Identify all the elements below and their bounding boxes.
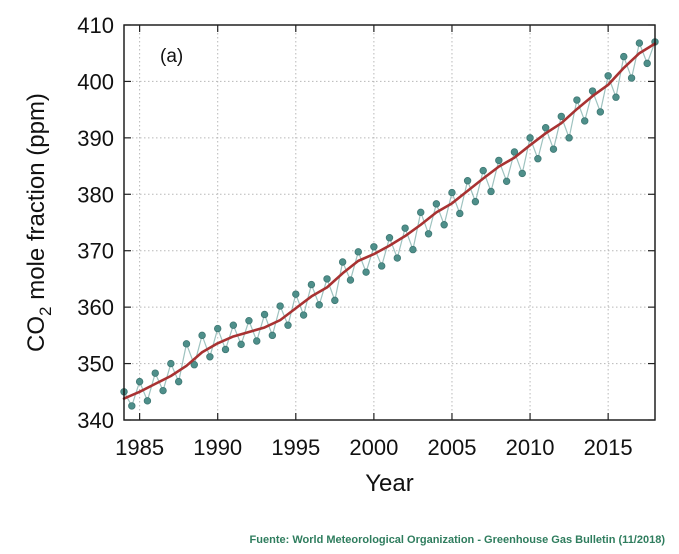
monthly-mean-point	[284, 321, 292, 329]
monthly-mean-point	[401, 224, 409, 232]
monthly-mean-point	[417, 208, 425, 217]
monthly-mean-point	[377, 262, 386, 270]
y-tick-label: 340	[77, 408, 114, 433]
monthly-mean-point	[518, 169, 526, 178]
monthly-mean-point	[190, 361, 198, 369]
y-tick-label: 350	[77, 352, 114, 377]
source-text: World Meteorological Organization - Gree…	[292, 534, 665, 546]
monthly-mean-point	[471, 197, 480, 206]
x-tick-label: 1985	[115, 435, 164, 460]
monthly-mean-point	[463, 177, 472, 185]
monthly-mean-point	[502, 177, 511, 186]
y-tick-label: 390	[77, 126, 114, 151]
x-tick-label: 2000	[349, 435, 398, 460]
monthly-mean-point	[370, 243, 378, 251]
monthly-mean-point	[620, 52, 628, 61]
monthly-mean-point	[307, 280, 316, 289]
monthly-mean-point	[315, 301, 323, 309]
monthly-mean-point	[292, 290, 300, 298]
data-layer	[120, 38, 659, 410]
y-axis-title-co: CO	[23, 316, 50, 352]
monthly-mean-point	[253, 337, 261, 345]
monthly-mean-point	[456, 209, 464, 218]
monthly-mean-point	[206, 353, 214, 361]
monthly-mean-point	[245, 316, 253, 325]
monthly-mean-point	[432, 200, 441, 208]
monthly-mean-point	[260, 310, 269, 319]
monthly-mean-point	[573, 96, 581, 104]
monthly-mean-point	[174, 377, 183, 386]
source-prefix: Fuente:	[249, 534, 290, 546]
monthly-mean-point	[541, 123, 550, 132]
x-tick-label: 1990	[193, 435, 242, 460]
monthly-mean-point	[299, 311, 308, 319]
monthly-mean-point	[424, 230, 433, 238]
monthly-mean-point	[596, 108, 605, 116]
monthly-mean-point	[214, 324, 222, 333]
monthly-mean-point	[440, 221, 448, 229]
x-axis-title: Year	[365, 470, 414, 497]
monthly-mean-point	[198, 331, 206, 340]
monthly-mean-point	[409, 245, 417, 254]
grid-layer	[124, 25, 655, 420]
monthly-mean-point	[565, 134, 573, 142]
monthly-mean-point	[643, 59, 651, 68]
monthly-mean-point	[549, 145, 558, 153]
monthly-mean-point	[221, 345, 230, 354]
monthly-mean-point	[557, 112, 565, 121]
source-note: Fuente: World Meteorological Organizatio…	[250, 534, 665, 546]
monthly-mean-point	[534, 155, 542, 163]
monthly-mean-point	[159, 386, 167, 395]
monthly-mean-point	[182, 340, 191, 348]
y-axis-title-subscript: 2	[36, 306, 55, 315]
trend-line	[122, 42, 657, 400]
y-tick-label: 360	[77, 295, 114, 320]
monthly-mean-point	[510, 148, 519, 156]
monthly-mean-point	[268, 331, 277, 340]
monthly-mean-point	[487, 187, 495, 196]
monthly-mean-point	[237, 340, 245, 349]
monthly-mean-point	[385, 234, 394, 242]
monthly-mean-point	[331, 296, 339, 305]
x-tick-label: 2015	[584, 435, 633, 460]
monthly-mean-point	[526, 134, 534, 142]
x-tick-label: 2005	[427, 435, 476, 460]
monthly-mean-point	[612, 93, 620, 101]
monthly-mean-point	[393, 254, 402, 262]
panel-label: (a)	[160, 46, 183, 67]
x-tick-label: 1995	[271, 435, 320, 460]
monthly-mean-point	[581, 117, 589, 125]
monthly-mean-point	[362, 268, 370, 276]
y-axis-title: CO2 mole fraction (ppm)	[23, 93, 55, 352]
monthly-mean-point	[338, 258, 347, 266]
monthly-mean-point	[479, 166, 487, 175]
plot-frame	[123, 24, 656, 421]
monthly-mean-point	[151, 369, 159, 377]
monthly-mean-point	[448, 188, 456, 197]
monthly-mean-point	[128, 402, 136, 410]
monthly-mean-point	[495, 156, 503, 165]
monthly-mean-point	[167, 359, 175, 368]
monthly-mean-point	[346, 276, 355, 284]
monthly-mean-point	[604, 72, 612, 80]
monthly-mean-point	[627, 74, 636, 82]
y-tick-label: 400	[77, 69, 114, 94]
monthly-mean-point	[229, 321, 238, 329]
monthly-mean-point	[588, 87, 597, 95]
y-tick-label: 380	[77, 182, 114, 207]
monthly-mean-point	[323, 275, 331, 283]
monthly-mean-point	[143, 397, 152, 405]
y-axis-title-rest: mole fraction (ppm)	[23, 93, 50, 306]
label-layer: 340 350 360 370 380 390 400 410 1985 1990 1995 2000…	[77, 13, 632, 460]
monthly-mean-point	[635, 39, 644, 47]
tick-layer	[124, 24, 655, 421]
x-tick-label: 2010	[506, 435, 555, 460]
monthly-mean-point	[354, 248, 362, 256]
monthly-mean-point	[276, 302, 284, 310]
y-tick-label: 370	[77, 239, 114, 264]
monthly-mean-point	[135, 377, 144, 386]
y-tick-label: 410	[77, 13, 114, 38]
